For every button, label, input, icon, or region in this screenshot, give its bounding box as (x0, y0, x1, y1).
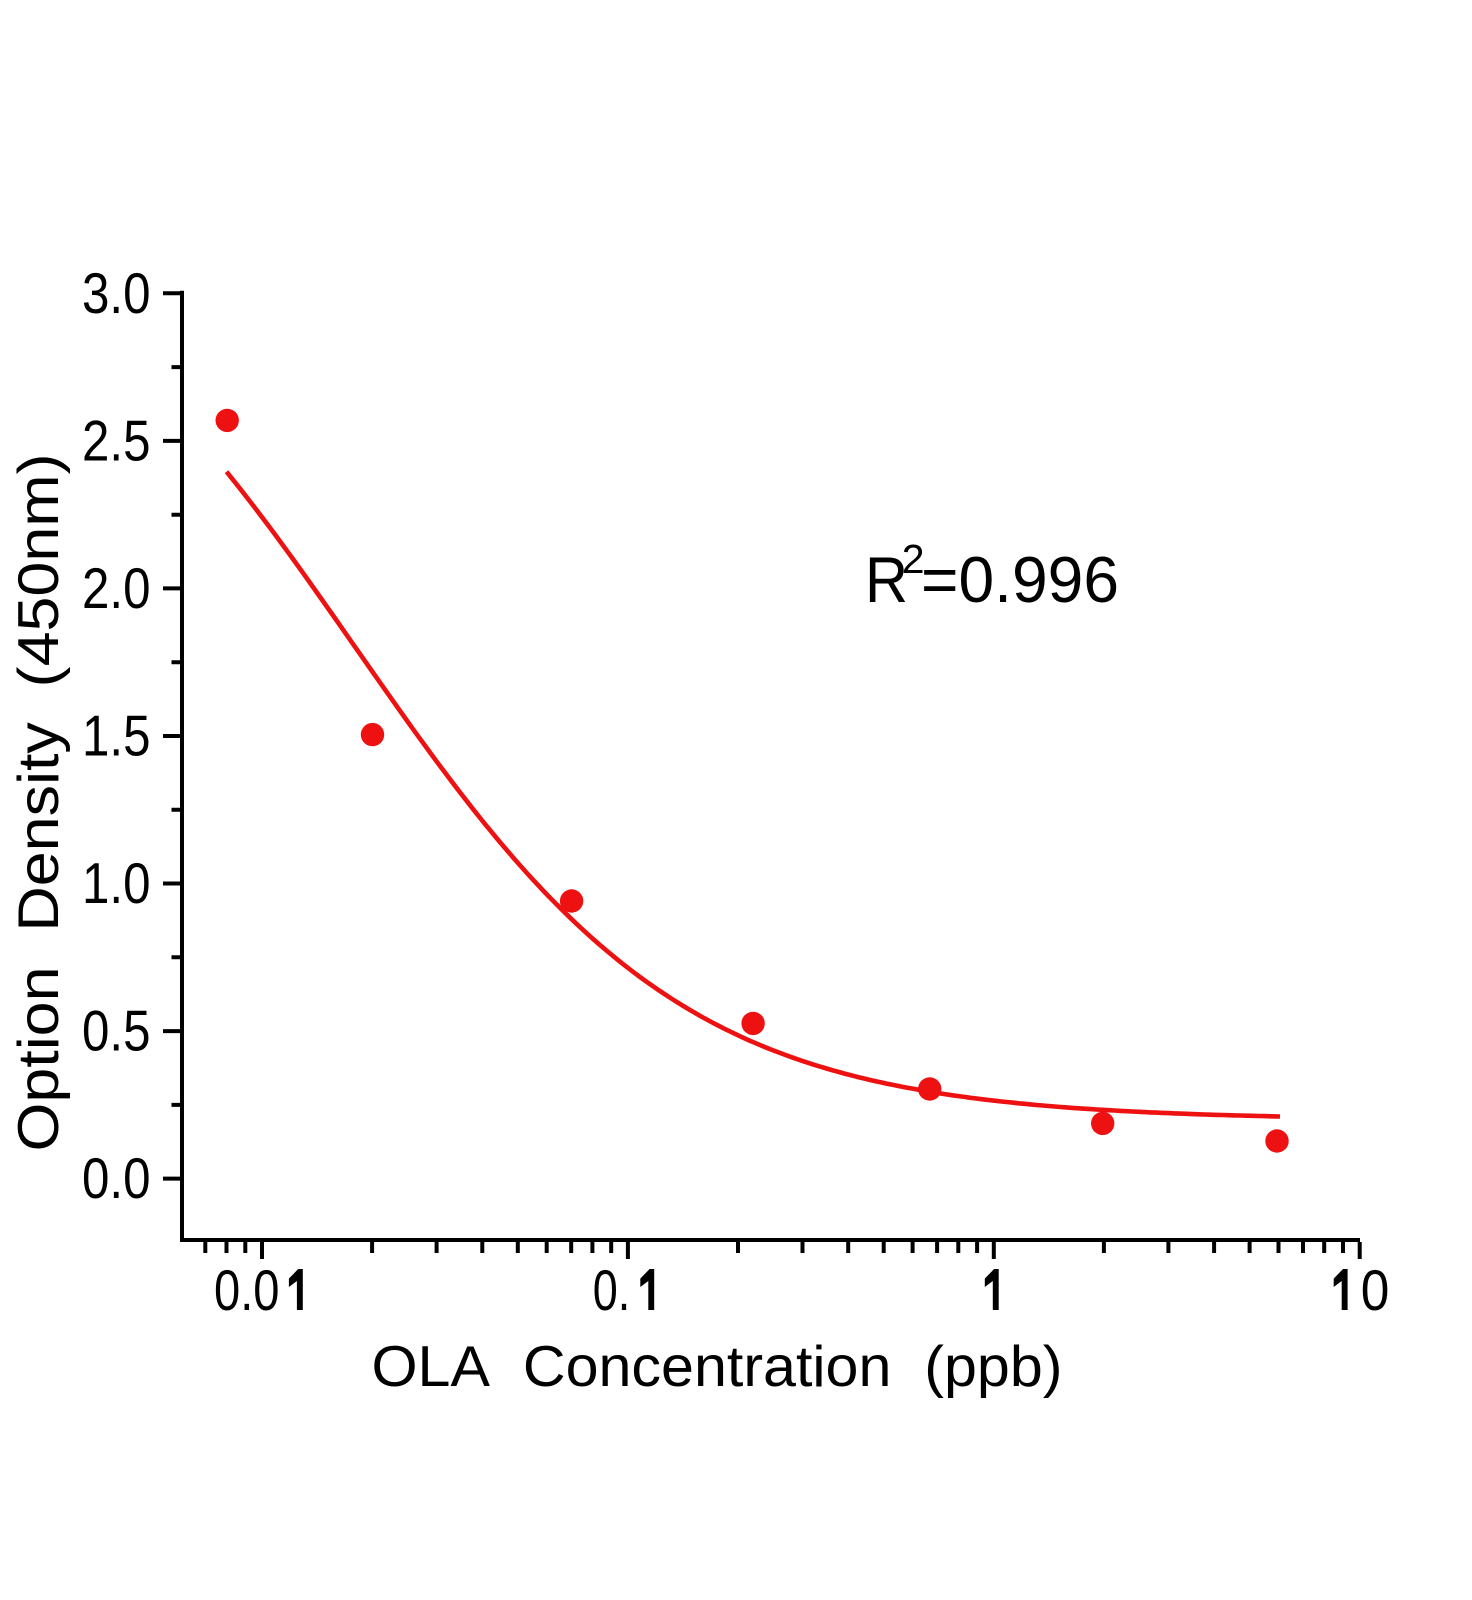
svg-text:0.: 0. (593, 1259, 631, 1323)
svg-text:1.5: 1.5 (82, 705, 151, 769)
svg-text:OLA Concentration (ppb): OLA Concentration (ppb) (372, 1335, 1063, 1399)
svg-text:1.0: 1.0 (82, 852, 151, 916)
svg-text:2.0: 2.0 (82, 557, 151, 621)
svg-text:3.0: 3.0 (82, 262, 151, 326)
svg-text:2: 2 (902, 536, 925, 582)
svg-text:Option Density (450nm): Option Density (450nm) (7, 454, 71, 1152)
svg-text:R: R (865, 543, 908, 616)
svg-text:0.5: 0.5 (82, 1000, 151, 1064)
svg-text:2.5: 2.5 (82, 410, 151, 474)
svg-text:=0.996: =0.996 (921, 543, 1119, 616)
svg-text:0: 0 (1361, 1259, 1390, 1323)
svg-text:0.0: 0.0 (214, 1259, 280, 1323)
svg-text:0.0: 0.0 (82, 1147, 151, 1211)
